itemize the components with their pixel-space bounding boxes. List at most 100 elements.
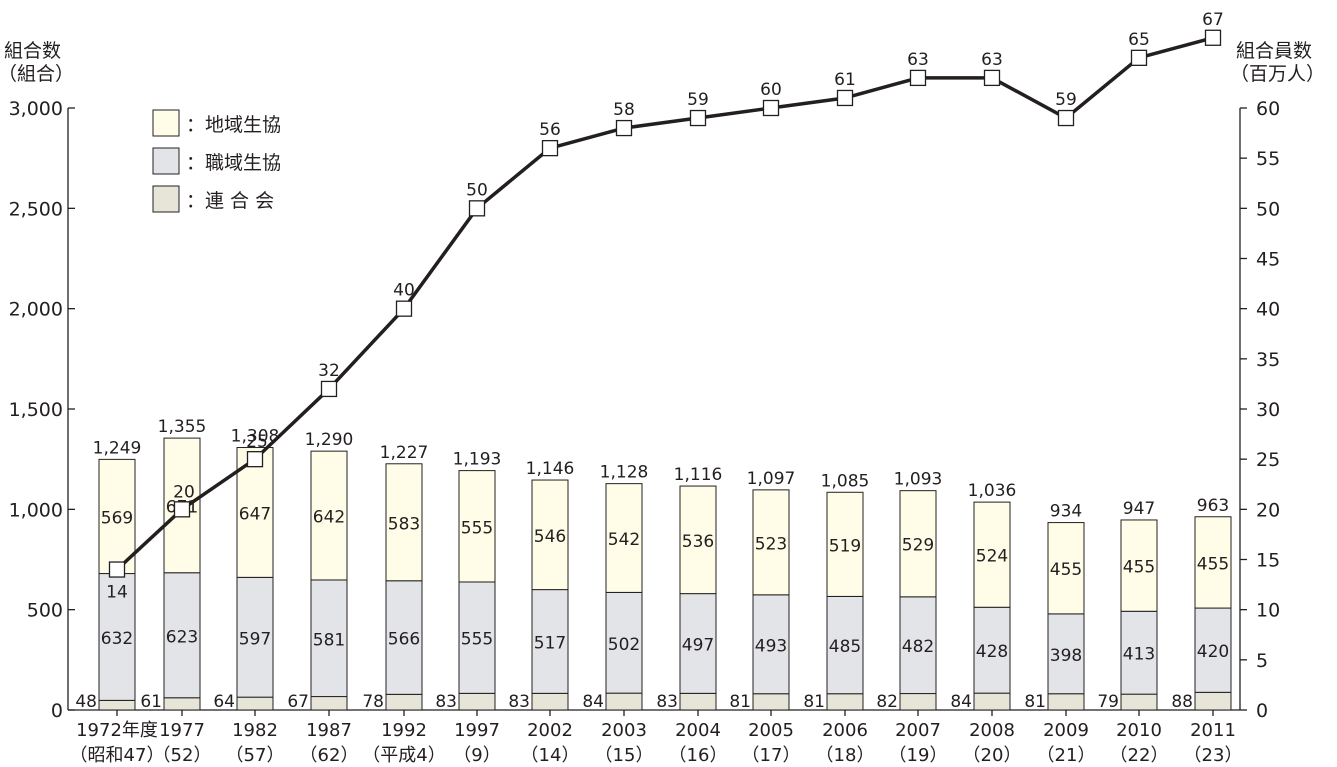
bar-segment-regional: [1047, 522, 1085, 615]
right-axis-title-line1: 組合員数: [1236, 40, 1313, 62]
member-count-label: 61: [834, 70, 856, 90]
x-axis-era-label: （17）: [742, 745, 801, 766]
regional-value-label: 569: [101, 508, 133, 528]
member-count-marker: [1204, 29, 1222, 46]
bar-segment-regional: [98, 458, 136, 575]
bar-segment-regional: [605, 483, 643, 593]
regional-value-label: 523: [755, 534, 787, 554]
bar-segment-regional: [752, 489, 790, 596]
bar-total-label: 1,193: [453, 450, 502, 470]
x-axis-era-label: （14）: [521, 745, 580, 766]
x-axis-era-label: （20）: [963, 745, 1022, 766]
member-count-label: 32: [318, 361, 340, 381]
legend-swatch: [152, 109, 180, 137]
right-axis-tick-label: 25: [1256, 449, 1280, 471]
federation-value-label: 64: [213, 692, 235, 712]
right-axis-title: 組合員数 （百万人）: [1230, 40, 1325, 86]
member-count-marker: [909, 69, 927, 87]
right-axis-tick-label: 50: [1256, 198, 1280, 220]
regional-value-label: 519: [829, 536, 861, 556]
member-count-label: 56: [539, 120, 561, 140]
x-axis-era-label: （平成4）: [362, 745, 445, 766]
bar-total-label: 1,085: [821, 471, 870, 491]
federation-value-label: 67: [287, 692, 309, 712]
bar-total-label: 1,116: [674, 465, 723, 485]
bar-segment-federation: [1120, 693, 1158, 711]
bar-segment-federation: [679, 692, 717, 711]
legend-label: ：職域生協: [186, 152, 281, 174]
regional-value-label: 583: [388, 514, 420, 534]
bar-segment-regional: [458, 470, 496, 583]
bar-segment-regional: [973, 501, 1011, 608]
left-axis-tick-label: 1,500: [9, 399, 63, 421]
x-axis-year-label: 1992: [381, 720, 427, 741]
federation-value-label: 84: [950, 692, 972, 712]
bar-segment-federation: [458, 692, 496, 711]
member-count-label: 59: [687, 90, 709, 110]
bar-total-label: 1,097: [747, 469, 796, 489]
bar-segment-federation: [310, 696, 348, 711]
axes: 0 500 1,000 1,500 2,000 2,500 3,000 0 5 10 15 20 25 3…: [9, 98, 1281, 722]
workplace-value-label: 497: [682, 635, 714, 655]
bar-segment-regional: [679, 485, 717, 595]
member-count-marker: [836, 89, 854, 107]
x-axis-year-label: 2008: [969, 720, 1015, 741]
right-axis-tick-label: 55: [1256, 148, 1280, 170]
member-count-marker: [108, 561, 126, 578]
x-axis-era-label: （19）: [889, 745, 948, 766]
left-axis-tick-label: 1,000: [9, 499, 63, 521]
member-count-marker: [173, 501, 191, 518]
regional-value-label: 455: [1123, 558, 1155, 578]
x-axis-era-label: （62）: [300, 745, 359, 766]
bar-segment-federation: [163, 697, 201, 711]
x-axis-year-label: 2002: [527, 720, 573, 741]
x-axis-year-label: 1972年度: [76, 720, 158, 741]
bar-total-label: 1,249: [93, 438, 142, 458]
regional-value-label: 455: [1197, 554, 1229, 574]
x-axis-era-label: （52）: [153, 745, 212, 766]
bar-labels: 632569481,249623671611,355597647641,3085…: [75, 417, 1229, 712]
bar-segment-regional: [1120, 519, 1158, 612]
bar-segment-regional: [236, 447, 274, 578]
federation-value-label: 82: [876, 692, 898, 712]
federation-value-label: 83: [508, 692, 530, 712]
workplace-value-label: 485: [829, 637, 861, 657]
x-axis-era-label: （22）: [1110, 745, 1169, 766]
left-axis-title-line2: （組合）: [0, 63, 75, 85]
x-axis-year-label: 2011: [1190, 720, 1236, 741]
regional-value-label: 524: [976, 547, 1008, 567]
member-count-marker: [468, 200, 486, 217]
workplace-value-label: 420: [1197, 642, 1229, 662]
legend-swatch: [152, 185, 180, 213]
bar-segment-federation: [826, 693, 864, 711]
right-axis-tick-label: 45: [1256, 249, 1280, 271]
left-axis-tick-label: 0: [51, 700, 63, 722]
bar-segment-workplace: [1194, 607, 1232, 693]
bar-total-label: 934: [1050, 502, 1082, 522]
federation-value-label: 81: [1024, 692, 1046, 712]
bar-segment-regional: [899, 490, 937, 598]
bar-segment-federation: [98, 699, 136, 711]
right-axis-tick-label: 15: [1256, 550, 1280, 572]
left-axis-tick-label: 500: [27, 600, 63, 622]
x-axis-era-label: （9）: [453, 745, 500, 766]
x-axis-year-label: 2007: [895, 720, 941, 741]
x-axis-era-label: （昭和47）: [70, 745, 165, 766]
member-count-marker: [983, 69, 1001, 87]
member-count-marker: [1130, 49, 1148, 66]
member-count-label: 25: [246, 432, 268, 452]
member-count-label: 14: [106, 583, 128, 603]
bar-total-label: 963: [1197, 496, 1229, 516]
legend: ：地域生協 ：職域生協 ：連 合 会: [152, 109, 281, 213]
bar-segment-regional: [1194, 516, 1232, 609]
bar-total-label: 1,146: [526, 459, 575, 479]
x-axis-era-label: （21）: [1037, 745, 1096, 766]
federation-value-label: 48: [75, 692, 97, 712]
x-axis-year-label: 2009: [1043, 720, 1089, 741]
bar-segment-federation: [899, 693, 937, 711]
bar-total-label: 1,227: [380, 443, 429, 463]
bar-segment-federation: [385, 693, 423, 711]
bar-segment-workplace: [605, 591, 643, 694]
workplace-value-label: 517: [534, 633, 566, 653]
